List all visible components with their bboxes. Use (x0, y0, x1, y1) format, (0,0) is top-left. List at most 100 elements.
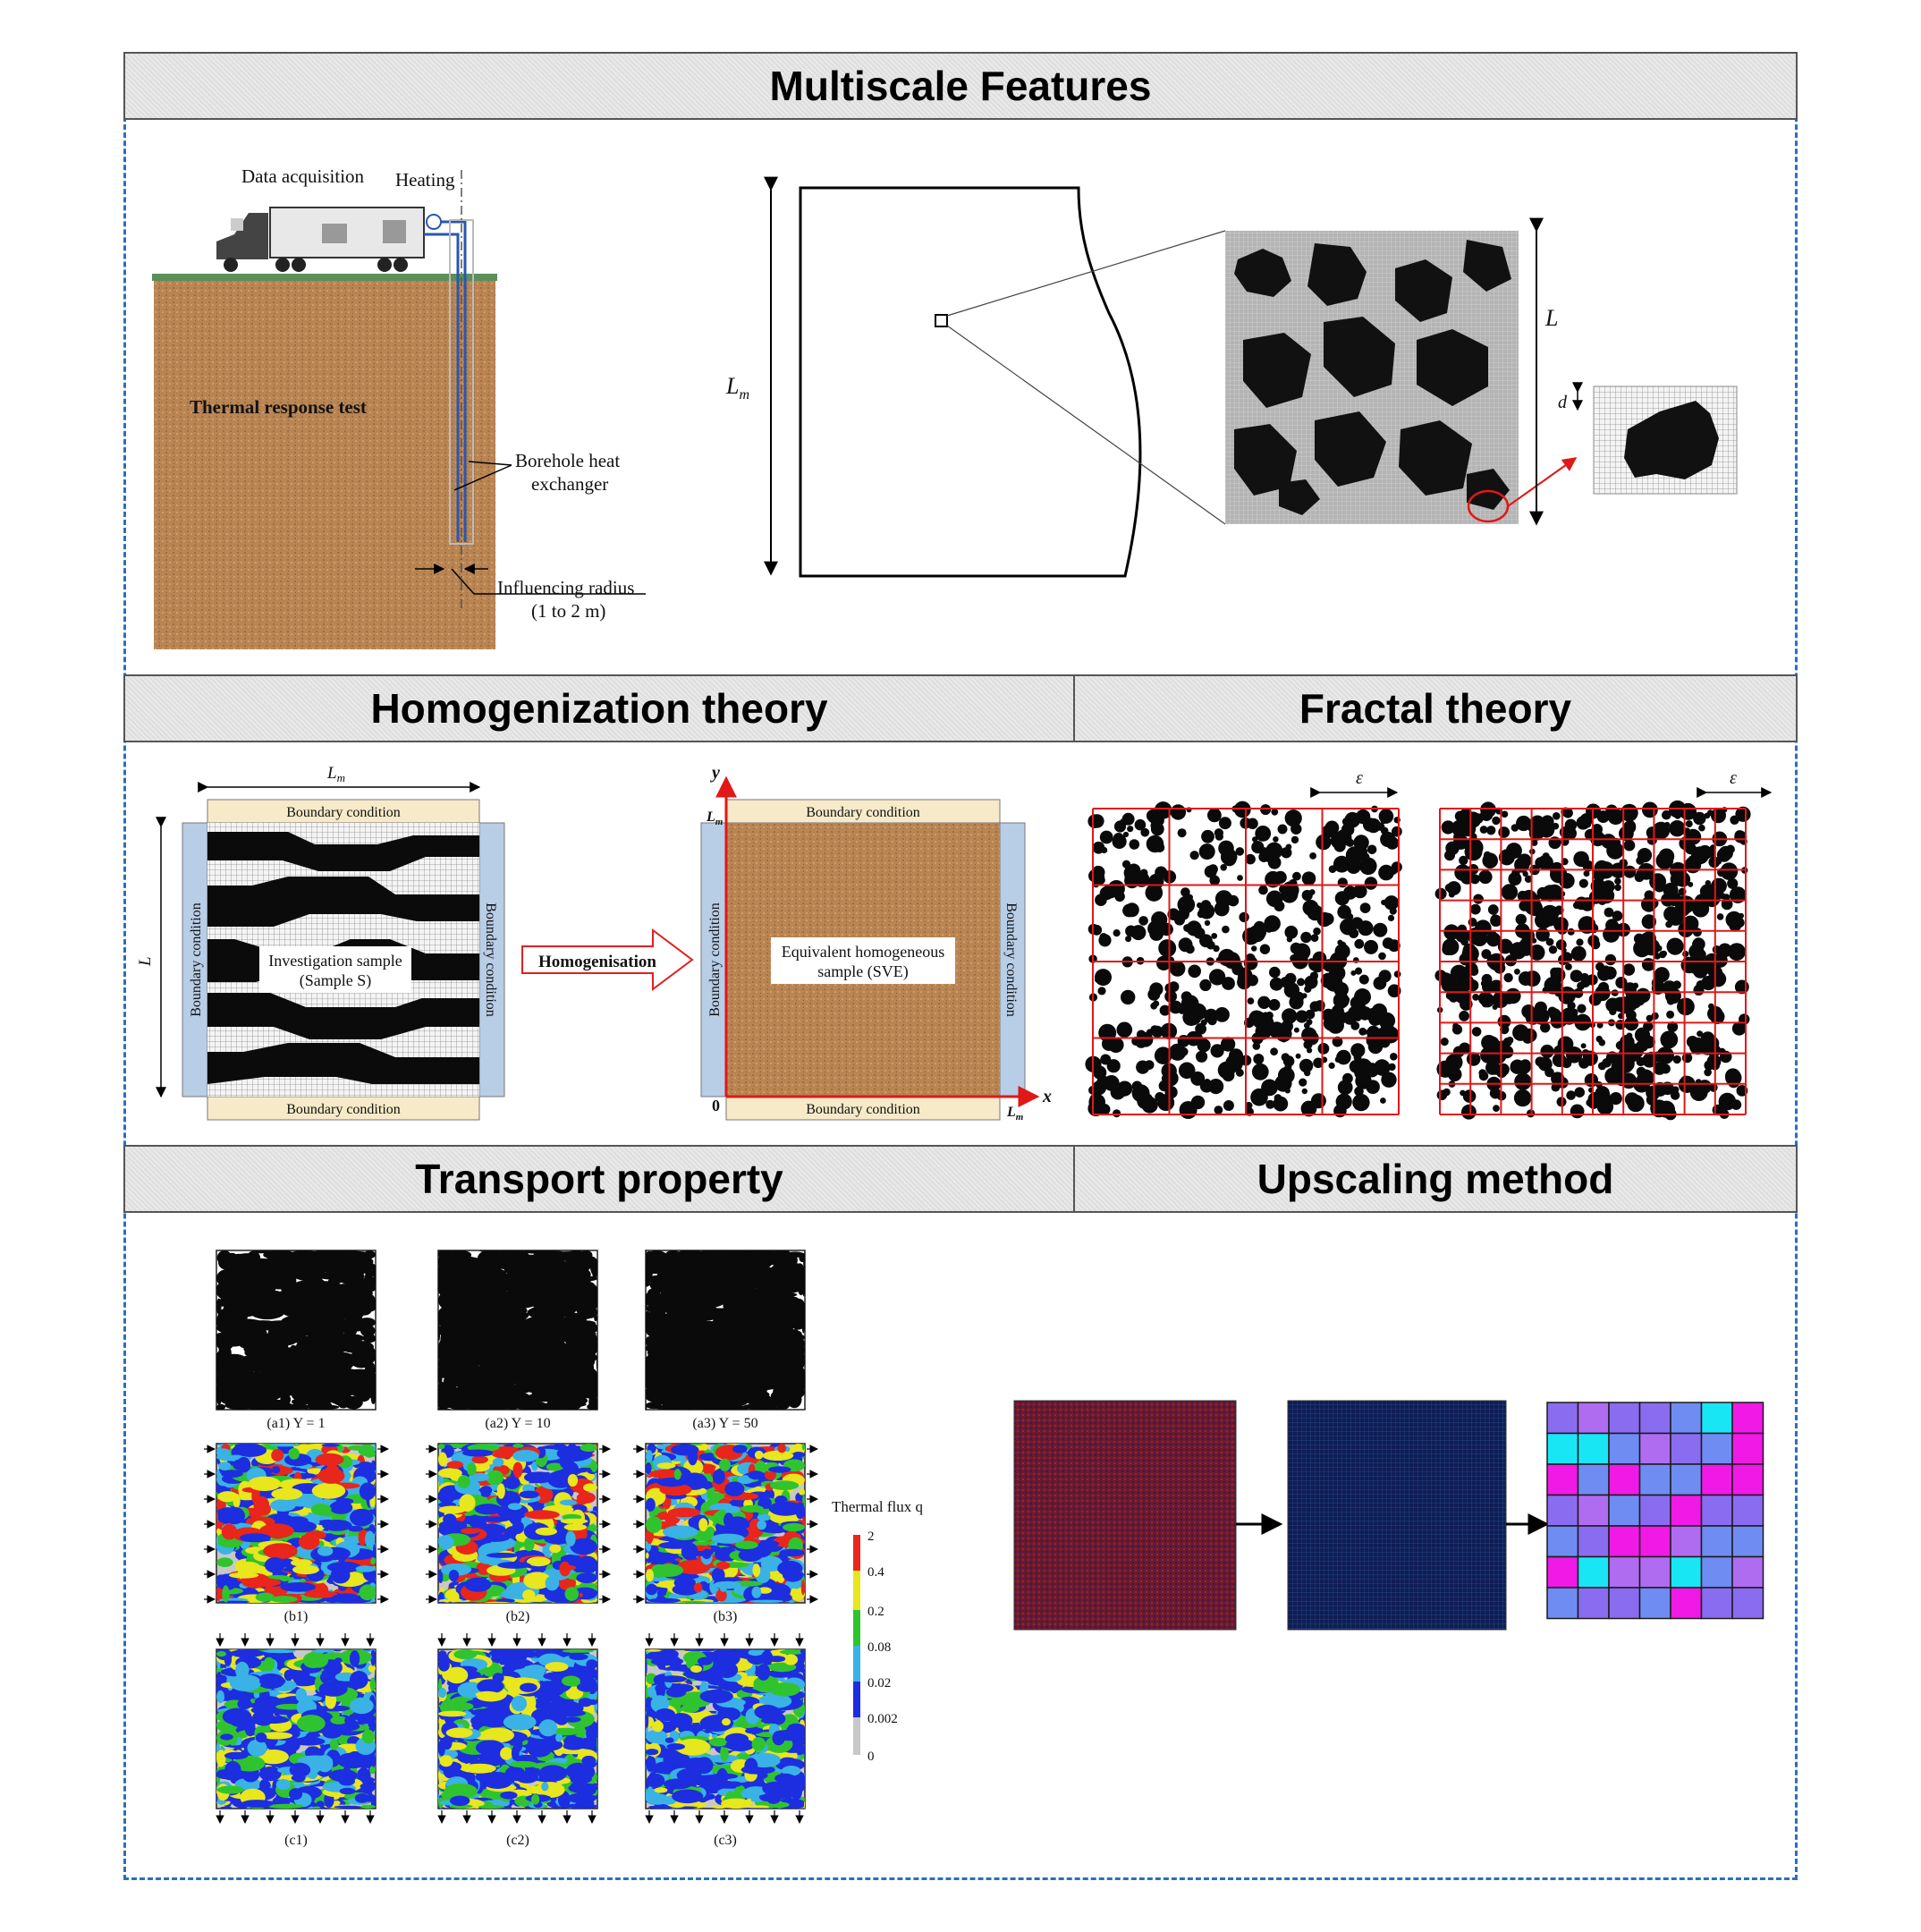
soil-block (154, 279, 495, 649)
homog-lm-top: Lm (326, 764, 345, 784)
upscale-mid-field (1287, 1400, 1507, 1631)
heating-label: Heating (395, 169, 455, 191)
bc-bottom-left-label: Boundary condition (286, 1102, 401, 1117)
transport-panel-label: (c1) (284, 1833, 308, 1848)
legend-swatch (853, 1535, 860, 1571)
axis-y-label: y (710, 763, 720, 783)
axis-x-label: x (1042, 1087, 1052, 1106)
transport-panel-label: (b2) (506, 1609, 530, 1624)
transport-panel-label: (a3) Y = 50 (692, 1416, 757, 1431)
fractal-coarse-lines (1092, 808, 1400, 1115)
upscale-cell (1638, 1494, 1671, 1527)
fractal-diagram: ε ε (1085, 768, 1773, 1121)
rve-marker (935, 314, 948, 327)
upscale-cell (1731, 1587, 1764, 1620)
legend-tick: 0.02 (867, 1676, 891, 1690)
legend-tick: 0.4 (867, 1565, 884, 1580)
upscale-cell (1577, 1587, 1610, 1620)
flux-b2 (437, 1443, 598, 1604)
header-transport: Transport property (123, 1145, 1075, 1213)
axis-lm-x: Lm (1006, 1105, 1024, 1123)
axis-lm-y-main: L (706, 809, 715, 825)
legend-tick: 0 (867, 1750, 875, 1764)
eps-label-2: ε (1730, 768, 1737, 788)
radius-label-2: (1 to 2 m) (531, 600, 605, 622)
transport-panel-label: (b1) (284, 1609, 309, 1624)
bc-right-right-label: Boundary condition (1003, 902, 1019, 1017)
header-upscaling-label: Upscaling method (1257, 1156, 1614, 1202)
homogenisation-label: Homogenisation (538, 953, 656, 971)
upscale-cell (1670, 1525, 1703, 1558)
data-acquisition-label: Data acquisition (241, 165, 365, 187)
upscale-cell (1546, 1587, 1579, 1620)
upscale-fine-field (1013, 1400, 1237, 1631)
lm-label: Lm (725, 373, 749, 402)
flux-legend: Thermal flux q 2 0.4 0.2 0.08 0.02 0.002 0 (832, 1498, 923, 1764)
microstructure-a1 (216, 1250, 377, 1411)
d-label: d (1558, 393, 1568, 412)
bc-bottom-right-label: Boundary condition (806, 1102, 920, 1117)
legend-swatch (853, 1610, 860, 1646)
cluster-shape (1624, 401, 1719, 479)
legend-tick: 2 (867, 1530, 875, 1544)
upscale-cell (1638, 1555, 1671, 1589)
header-homogenization: Homogenization theory (123, 674, 1075, 742)
upscale-cell (1546, 1525, 1579, 1558)
upscale-cell (1700, 1587, 1733, 1620)
upscale-cell (1638, 1402, 1671, 1435)
microstructure-a2 (437, 1250, 598, 1411)
upscale-cell (1731, 1555, 1764, 1589)
upscale-cell (1546, 1432, 1579, 1465)
header-fractal: Fractal theory (1073, 674, 1798, 742)
upscale-cell (1670, 1587, 1703, 1620)
upscale-cell (1700, 1494, 1733, 1527)
bhe-label-1: Borehole heat (515, 450, 620, 471)
trt-diagram: Data acquisition Heating Thermal respons… (152, 165, 646, 649)
legend-swatch (853, 1682, 860, 1717)
upscale-cell (1608, 1494, 1641, 1527)
upscale-cell (1638, 1463, 1671, 1496)
upscale-cell (1608, 1587, 1641, 1620)
flux-b3 (645, 1443, 806, 1604)
legend-tick: 0.08 (867, 1640, 891, 1655)
eps-label-1: ε (1356, 768, 1363, 788)
equiv-label-1: Equivalent homogeneous (782, 943, 944, 961)
flux-c1 (216, 1648, 377, 1809)
upscale-cell (1638, 1432, 1671, 1465)
upscale-cell (1731, 1525, 1764, 1558)
upscale-cell (1608, 1463, 1641, 1496)
bc-top-right (725, 799, 1001, 824)
l-label: L (1544, 305, 1558, 331)
bc-left-right (700, 822, 727, 1097)
transport-panel-label: (a2) Y = 10 (485, 1416, 550, 1431)
legend-swatch (853, 1717, 860, 1755)
upscale-cell (1670, 1402, 1703, 1435)
legend-title: Thermal flux q (832, 1498, 923, 1515)
equiv-label-2: sample (SVE) (817, 962, 908, 981)
homog-lm-left: L (136, 956, 155, 967)
upscale-cell (1731, 1494, 1764, 1527)
upscale-cell (1577, 1432, 1610, 1465)
header-homogenization-label: Homogenization theory (370, 685, 828, 732)
upscale-cell (1577, 1402, 1610, 1435)
bc-left-right-label: Boundary condition (707, 902, 723, 1017)
fractal-coarse-clusters (1085, 801, 1402, 1119)
flux-c3 (645, 1648, 806, 1809)
upscale-cell (1608, 1555, 1641, 1589)
upscale-cell (1546, 1463, 1579, 1496)
transport-panel-label: (c3) (714, 1833, 737, 1848)
bc-right-left-label: Boundary condition (483, 902, 498, 1017)
upscaling-diagram (1013, 1400, 1764, 1631)
homog-lm-top-sub: m (337, 771, 345, 784)
microstructure-a3 (645, 1250, 806, 1411)
radius-label-1: Influencing radius (497, 577, 634, 598)
upscale-cell (1638, 1587, 1671, 1620)
transport-diagram: (a1) Y = 1 (a2) Y = 10 (a3) Y = 50 (b1) (b2)… (204, 1250, 923, 1848)
ground-surface (152, 274, 497, 281)
transport-panel-label: (c2) (506, 1833, 529, 1848)
axis-origin-label: 0 (712, 1097, 720, 1114)
upscale-cell (1731, 1463, 1764, 1496)
truck-icon (216, 207, 442, 272)
macro-domain (799, 186, 1142, 578)
upscale-cell (1700, 1555, 1733, 1589)
